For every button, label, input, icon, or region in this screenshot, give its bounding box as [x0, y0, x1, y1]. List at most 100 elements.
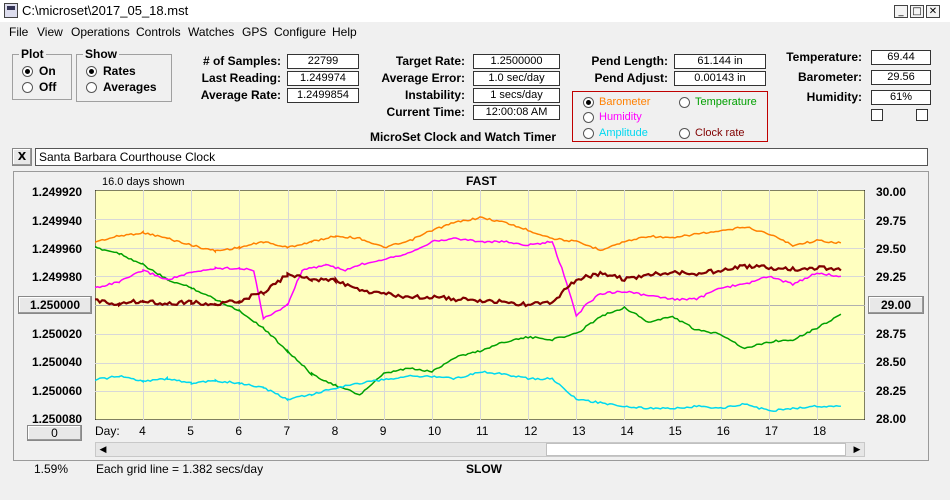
barometer-field: 29.56 [871, 70, 931, 85]
target-rate-label: Target Rate: [395, 54, 465, 68]
last-reading-field: 1.249974 [287, 71, 359, 86]
horizontal-scrollbar[interactable]: ◀ ▶ [95, 442, 865, 457]
amplitude-radio[interactable] [583, 128, 594, 139]
average-error-label: Average Error: [381, 71, 465, 85]
day-tick-label: 4 [139, 424, 146, 438]
temperature-label: Temperature: [786, 50, 862, 64]
clock-rate-option-label[interactable]: Clock rate [695, 127, 745, 139]
humidity-radio[interactable] [583, 112, 594, 123]
average-error-field: 1.0 sec/day [473, 71, 560, 86]
plot-off-radio[interactable] [22, 82, 33, 93]
humidity-option-label[interactable]: Humidity [599, 111, 642, 123]
scroll-thumb[interactable] [546, 443, 846, 456]
fast-label: FAST [466, 174, 497, 188]
center-rate-button[interactable]: 1.250000 [18, 296, 92, 314]
barometer-option-label[interactable]: Barometer [599, 96, 651, 108]
instability-label: Instability: [404, 88, 465, 102]
menu-bar: File View Operations Controls Watches GP… [0, 22, 950, 42]
minimize-button[interactable]: _ [894, 5, 908, 18]
amplitude-option-label[interactable]: Amplitude [599, 127, 648, 139]
option-checkbox-2[interactable] [916, 109, 928, 121]
day-tick-label: 15 [668, 424, 682, 438]
menu-gps[interactable]: GPS [242, 25, 268, 39]
temperature-radio[interactable] [679, 97, 690, 108]
slow-label: SLOW [466, 462, 502, 476]
app-icon[interactable] [4, 3, 18, 18]
maximize-button[interactable]: □ [910, 5, 924, 18]
right-tick-label: 30.00 [876, 185, 907, 199]
chart-series [95, 216, 842, 412]
day-tick-label: 5 [187, 424, 194, 438]
sensor-options-box: Barometer Temperature Humidity Amplitude… [572, 91, 768, 142]
menu-operations[interactable]: Operations [71, 25, 130, 39]
left-tick-label: 1.249940 [32, 214, 83, 228]
menu-help[interactable]: Help [332, 25, 357, 39]
plot-on-radio[interactable] [22, 66, 33, 77]
clock-rate-radio[interactable] [679, 128, 690, 139]
samples-field: 22799 [287, 54, 359, 69]
plot-on-label[interactable]: On [39, 64, 56, 78]
right-tick-label: 28.50 [876, 355, 907, 369]
right-tick-label: 28.75 [876, 327, 907, 341]
plot-group-title: Plot [19, 47, 46, 61]
days-shown-label: 16.0 days shown [102, 176, 185, 188]
left-tick-label: 1.249980 [32, 270, 83, 284]
right-tick-label: 29.75 [876, 214, 907, 228]
temperature-field: 69.44 [871, 50, 931, 65]
instability-field: 1 secs/day [473, 88, 560, 103]
day-tick-label: 9 [379, 424, 387, 438]
temperature-option-label[interactable]: Temperature [695, 96, 757, 108]
show-rates-radio[interactable] [86, 66, 97, 77]
day-tick-label: 11 [476, 424, 489, 438]
clock-name-input[interactable]: Santa Barbara Courthouse Clock [35, 148, 928, 166]
scroll-left-icon[interactable]: ◀ [99, 444, 107, 454]
menu-file[interactable]: File [9, 25, 29, 39]
target-rate-field[interactable]: 1.2500000 [473, 54, 560, 69]
day-tick-label: 13 [572, 424, 586, 438]
day-tick-label: 16 [716, 424, 730, 438]
current-time-field: 12:00:08 AM [473, 105, 560, 120]
humidity-label: Humidity: [806, 90, 862, 104]
day-tick-label: 6 [235, 424, 243, 438]
rate-chart [95, 190, 865, 420]
menu-view[interactable]: View [37, 25, 63, 39]
menu-controls[interactable]: Controls [136, 25, 181, 39]
day-tick-label: 18 [812, 424, 827, 438]
center-baro-button[interactable]: 29.00 [868, 296, 924, 314]
plot-group: Plot On Off [12, 47, 72, 100]
barometer-radio[interactable] [583, 97, 594, 108]
pend-length-field: 61.144 in [674, 54, 766, 69]
barometer-label: Barometer: [797, 70, 862, 84]
clear-button[interactable]: X [12, 148, 32, 166]
pend-adjust-field: 0.00143 in [674, 71, 766, 86]
option-checkbox-1[interactable] [871, 109, 883, 121]
offset-button[interactable]: 0 [27, 425, 82, 441]
menu-watches[interactable]: Watches [188, 25, 235, 39]
scroll-right-icon[interactable]: ▶ [853, 444, 861, 454]
close-button[interactable]: ✕ [926, 5, 940, 18]
day-tick-label: 10 [427, 424, 442, 438]
day-tick-label: 17 [764, 424, 779, 438]
average-rate-field: 1.2499854 [287, 88, 359, 103]
right-tick-label: 28.25 [876, 384, 907, 398]
day-tick-label: 12 [524, 424, 538, 438]
grid-note: Each grid line = 1.382 secs/day [96, 462, 264, 476]
show-rates-label[interactable]: Rates [103, 64, 136, 78]
left-tick-label: 1.250080 [32, 412, 83, 426]
samples-label: # of Samples: [202, 54, 281, 68]
pend-adjust-label: Pend Adjust: [594, 71, 668, 85]
humidity-field: 61% [871, 90, 931, 105]
menu-configure[interactable]: Configure [274, 25, 327, 39]
amplitude-series-line [95, 370, 841, 412]
left-tick-label: 1.250020 [32, 327, 83, 341]
day-tick-label: 14 [620, 424, 634, 438]
show-averages-label[interactable]: Averages [103, 80, 157, 94]
left-tick-label: 1.250040 [32, 355, 83, 369]
pend-length-label: Pend Length: [591, 54, 668, 68]
plot-off-label[interactable]: Off [39, 80, 57, 94]
left-tick-label: 1.249920 [32, 185, 83, 199]
day-tick-label: 7 [283, 424, 291, 438]
show-averages-radio[interactable] [86, 82, 97, 93]
day-axis-label: Day: [95, 424, 120, 438]
day-tick-label: 8 [331, 424, 339, 438]
